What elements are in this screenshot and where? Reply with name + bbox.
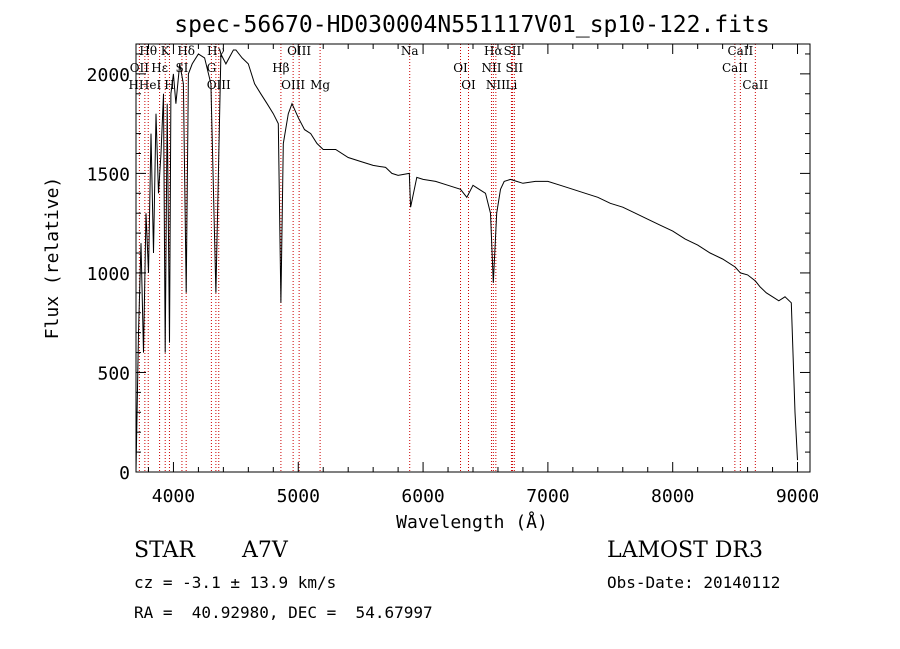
marker-label: HHeI [128, 78, 161, 92]
marker-label: Hγ [207, 44, 225, 58]
marker-label: OIII [281, 78, 305, 92]
coordinates: RA = 40.92980, DEC = 54.67997 [134, 603, 433, 622]
marker-label: Na [401, 44, 419, 58]
x-tick-label: 8000 [651, 486, 694, 507]
y-tick-label: 1000 [87, 264, 130, 285]
line-markers [138, 44, 756, 472]
redshift-cz: cz = -3.1 ± 13.9 km/s [134, 573, 337, 592]
y-axis-ticks: 0 500 1000 1500 2000 [87, 53, 810, 484]
observation-date: Obs-Date: 20140112 [607, 573, 781, 592]
marker-label: OI [453, 61, 468, 75]
x-tick-label: 4000 [152, 486, 195, 507]
marker-label: OIII [287, 44, 311, 58]
marker-label: Hδ [177, 44, 195, 58]
object-subclass: A7V [242, 538, 288, 563]
marker-label: CaII [722, 61, 748, 75]
marker-label: Mg [310, 78, 330, 92]
x-axis-label: Wavelength (Å) [396, 511, 548, 533]
x-tick-label: 9000 [776, 486, 819, 507]
marker-label: SII [505, 61, 523, 75]
y-tick-label: 1500 [87, 164, 130, 185]
marker-label: Hα [484, 44, 503, 58]
marker-label: Hε [151, 61, 168, 75]
marker-label: CaII [727, 44, 753, 58]
marker-label: OI [461, 78, 476, 92]
marker-label: NII [481, 61, 501, 75]
marker-label: Hβ [272, 61, 289, 75]
y-tick-label: 0 [119, 463, 130, 484]
marker-label: NII [486, 78, 506, 92]
marker-label: OII [130, 61, 150, 75]
survey-name: LAMOST DR3 [607, 538, 763, 563]
marker-label: Li [506, 78, 518, 92]
marker-label: SII [504, 44, 522, 58]
x-tick-label: 5000 [277, 486, 320, 507]
x-tick-label: 6000 [401, 486, 444, 507]
marker-label: CaII [742, 78, 768, 92]
flux-line [135, 49, 798, 473]
y-axis-label: Flux (relative) [42, 177, 63, 340]
y-tick-label: 500 [97, 363, 130, 384]
chart-title: spec-56670-HD030004N551117V01_sp10-122.f… [174, 12, 769, 38]
x-axis-ticks: 4000 5000 6000 7000 8000 9000 [147, 44, 819, 507]
marker-label: G [207, 61, 217, 75]
x-tick-label: 7000 [526, 486, 569, 507]
marker-label: SI [175, 61, 188, 75]
marker-label: H [164, 78, 174, 92]
y-tick-label: 2000 [87, 65, 130, 86]
plot-frame [135, 43, 811, 473]
marker-label: Hθ [139, 44, 157, 58]
object-class: STAR [134, 538, 195, 563]
marker-label: OIII [207, 78, 231, 92]
marker-label: K [161, 44, 171, 58]
